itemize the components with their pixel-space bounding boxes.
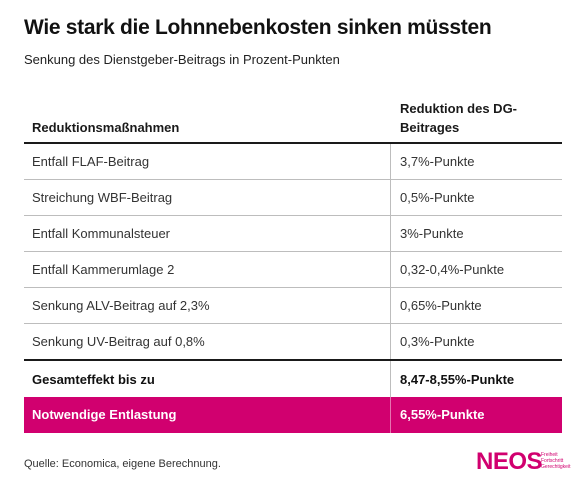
logo-tagline: Freiheit Fortschritt Gerechtigkeit <box>541 452 571 470</box>
value-cell: 0,32-0,4%-Punkte <box>400 262 505 277</box>
measure-cell: Entfall Kammerumlage 2 <box>32 262 175 277</box>
column-divider <box>390 361 391 397</box>
column-divider <box>390 180 391 215</box>
table-row: Senkung ALV-Beitrag auf 2,3% 0,65%-Punkt… <box>24 288 562 324</box>
column-divider <box>390 252 391 287</box>
measure-cell: Streichung WBF-Beitrag <box>32 190 173 205</box>
table-row: Entfall Kammerumlage 2 0,32-0,4%-Punkte <box>24 252 562 288</box>
page-subtitle: Senkung des Dienstgeber-Beitrags in Proz… <box>24 52 340 67</box>
total-label: Gesamteffekt bis zu <box>32 372 155 387</box>
value-cell: 3%-Punkte <box>400 226 464 241</box>
source-note: Quelle: Economica, eigene Berechnung. <box>24 458 221 470</box>
value-cell: 0,5%-Punkte <box>400 190 475 205</box>
reduction-table: Reduktionsmaßnahmen Reduktion des DG-Bei… <box>24 97 562 433</box>
column-header-reduction: Reduktion des DG-Beitrages <box>400 101 518 135</box>
column-divider <box>390 397 391 433</box>
page-title: Wie stark die Lohnnebenkosten sinken müs… <box>24 16 492 39</box>
highlight-row: Notwendige Entlastung 6,55%-Punkte <box>24 397 562 433</box>
logo-wordmark: NEOS <box>476 448 543 475</box>
measure-cell: Senkung UV-Beitrag auf 0,8% <box>32 334 205 349</box>
total-value: 8,47-8,55%-Punkte <box>400 372 515 387</box>
measure-cell: Senkung ALV-Beitrag auf 2,3% <box>32 298 210 313</box>
table-row: Entfall FLAF-Beitrag 3,7%-Punkte <box>24 144 562 180</box>
total-row: Gesamteffekt bis zu 8,47-8,55%-Punkte <box>24 361 562 397</box>
value-cell: 0,3%-Punkte <box>400 334 475 349</box>
value-cell: 0,65%-Punkte <box>400 298 482 313</box>
highlight-label: Notwendige Entlastung <box>32 407 177 422</box>
table-header: Reduktionsmaßnahmen Reduktion des DG-Bei… <box>24 97 562 144</box>
column-divider <box>390 324 391 359</box>
table-row: Senkung UV-Beitrag auf 0,8% 0,3%-Punkte <box>24 324 562 361</box>
highlight-value: 6,55%-Punkte <box>400 407 485 422</box>
measure-cell: Entfall FLAF-Beitrag <box>32 154 150 169</box>
column-divider <box>390 216 391 251</box>
table-row: Entfall Kommunalsteuer 3%-Punkte <box>24 216 562 252</box>
table-row: Streichung WBF-Beitrag 0,5%-Punkte <box>24 180 562 216</box>
column-divider <box>390 288 391 323</box>
column-header-measure: Reduktionsmaßnahmen <box>32 120 180 135</box>
value-cell: 3,7%-Punkte <box>400 154 475 169</box>
column-divider <box>390 144 391 179</box>
measure-cell: Entfall Kommunalsteuer <box>32 226 171 241</box>
